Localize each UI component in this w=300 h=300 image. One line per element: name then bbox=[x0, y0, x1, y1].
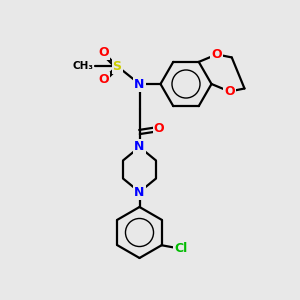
Text: O: O bbox=[212, 48, 222, 61]
Text: CH₃: CH₃ bbox=[72, 61, 93, 71]
Text: S: S bbox=[112, 59, 122, 73]
Text: Cl: Cl bbox=[175, 242, 188, 255]
Text: O: O bbox=[98, 73, 109, 86]
Text: O: O bbox=[154, 122, 164, 136]
Text: N: N bbox=[134, 185, 145, 199]
Text: N: N bbox=[134, 77, 145, 91]
Text: N: N bbox=[134, 140, 145, 154]
Text: O: O bbox=[98, 46, 109, 59]
Text: O: O bbox=[224, 85, 235, 98]
